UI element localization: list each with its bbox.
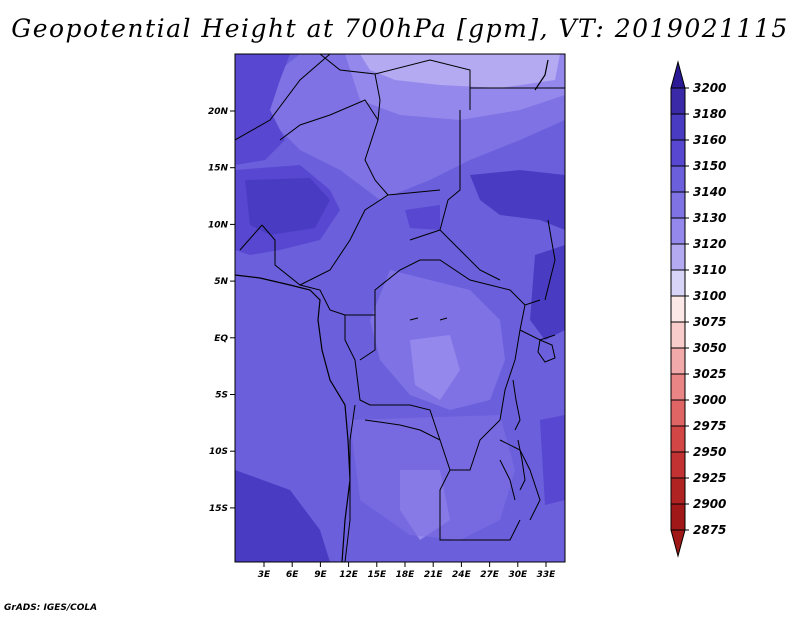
colorbar-label: 3200 <box>693 81 726 95</box>
colorbar-swatch <box>670 113 686 141</box>
colorbar-label: 3050 <box>693 341 726 355</box>
country-borders <box>235 54 565 562</box>
field-contour <box>360 54 560 88</box>
credit-label: GrADS: IGES/COLA <box>4 603 98 613</box>
colorbar-label: 3150 <box>693 159 726 173</box>
field-contour <box>350 415 515 540</box>
lon-tick-label: 3E <box>258 570 271 580</box>
colorbar-swatch <box>670 191 686 219</box>
colorbar-swatch <box>670 477 686 505</box>
colorbar-label: 3140 <box>693 185 726 199</box>
lat-tick-label: 5N <box>214 277 228 287</box>
field-contour <box>235 470 330 562</box>
colorbar: 3200 3180 3160 3150 3140 3130 3120 3110 3100 3075… <box>670 60 726 558</box>
plot-title: Geopotential Height at 700hPa [gpm], VT:… <box>11 14 789 43</box>
lon-tick-label: 6E <box>286 570 299 580</box>
latitude-axis: 20N 15N 10N 5N EQ 5S 10S 15S <box>208 107 235 514</box>
lat-tick-label: 10S <box>209 447 228 457</box>
lakes <box>409 317 556 491</box>
lat-tick-label: EQ <box>214 334 228 344</box>
colorbar-swatch <box>670 347 686 375</box>
colorbar-label: 2950 <box>693 445 726 459</box>
coastline <box>235 59 549 562</box>
map-panel <box>234 53 566 563</box>
lat-tick-label: 15S <box>209 504 228 514</box>
colorbar-top-arrow <box>670 60 686 89</box>
colorbar-swatch <box>670 399 686 427</box>
colorbar-label: 2925 <box>693 471 726 485</box>
field-contour <box>235 330 330 480</box>
lon-tick-label: 27E <box>480 570 500 580</box>
lat-tick-label: 20N <box>208 107 229 117</box>
colorbar-label: 3000 <box>693 393 726 407</box>
field-contour <box>235 54 290 165</box>
map-frame <box>234 53 566 563</box>
lat-tick-label: 15N <box>208 164 229 174</box>
field-contour <box>530 245 565 340</box>
colorbar-swatch <box>670 451 686 479</box>
colorbar-label: 3100 <box>693 289 726 303</box>
colorbar-swatch <box>670 425 686 453</box>
colorbar-label: 3075 <box>693 315 726 329</box>
lon-tick-label: 12E <box>339 570 359 580</box>
colorbar-swatch <box>670 269 686 297</box>
field-contour <box>540 415 565 505</box>
colorbar-swatch <box>670 243 686 271</box>
lat-tick-label: 10N <box>208 220 229 230</box>
colorbar-swatch <box>670 165 686 193</box>
colorbar-label: 3130 <box>693 211 726 225</box>
colorbar-label: 3110 <box>693 263 726 277</box>
colorbar-swatch <box>670 139 686 167</box>
colorbar-swatch <box>670 373 686 401</box>
longitude-axis: 3E 6E 9E 12E 15E 18E 21E 24E 27E 30E 33E <box>258 562 556 580</box>
field-contour <box>470 170 565 230</box>
colorbar-swatch <box>670 295 686 323</box>
lat-tick-label: 5S <box>215 391 228 401</box>
colorbar-swatch <box>670 217 686 245</box>
colorbar-swatch <box>670 87 686 115</box>
field-contour <box>410 335 460 400</box>
lon-tick-label: 15E <box>367 570 387 580</box>
colorbar-label: 3180 <box>693 107 726 121</box>
colorbar-label: 3120 <box>693 237 726 251</box>
colorbar-bottom-arrow <box>670 529 686 558</box>
colorbar-swatch <box>670 321 686 349</box>
colorbar-swatch <box>670 503 686 531</box>
colorbar-label: 2975 <box>693 419 726 433</box>
lon-tick-label: 21E <box>424 570 444 580</box>
lon-tick-label: 33E <box>537 570 557 580</box>
colorbar-label: 2875 <box>693 523 726 537</box>
lon-tick-label: 24E <box>452 570 472 580</box>
colorbar-label: 3160 <box>693 133 726 147</box>
colorbar-label: 2900 <box>693 497 726 511</box>
field-contour <box>405 205 440 230</box>
lon-tick-label: 30E <box>508 570 528 580</box>
field-contour <box>245 178 330 235</box>
lon-tick-label: 18E <box>396 570 416 580</box>
colorbar-label: 3025 <box>693 367 726 381</box>
lon-tick-label: 9E <box>314 570 327 580</box>
